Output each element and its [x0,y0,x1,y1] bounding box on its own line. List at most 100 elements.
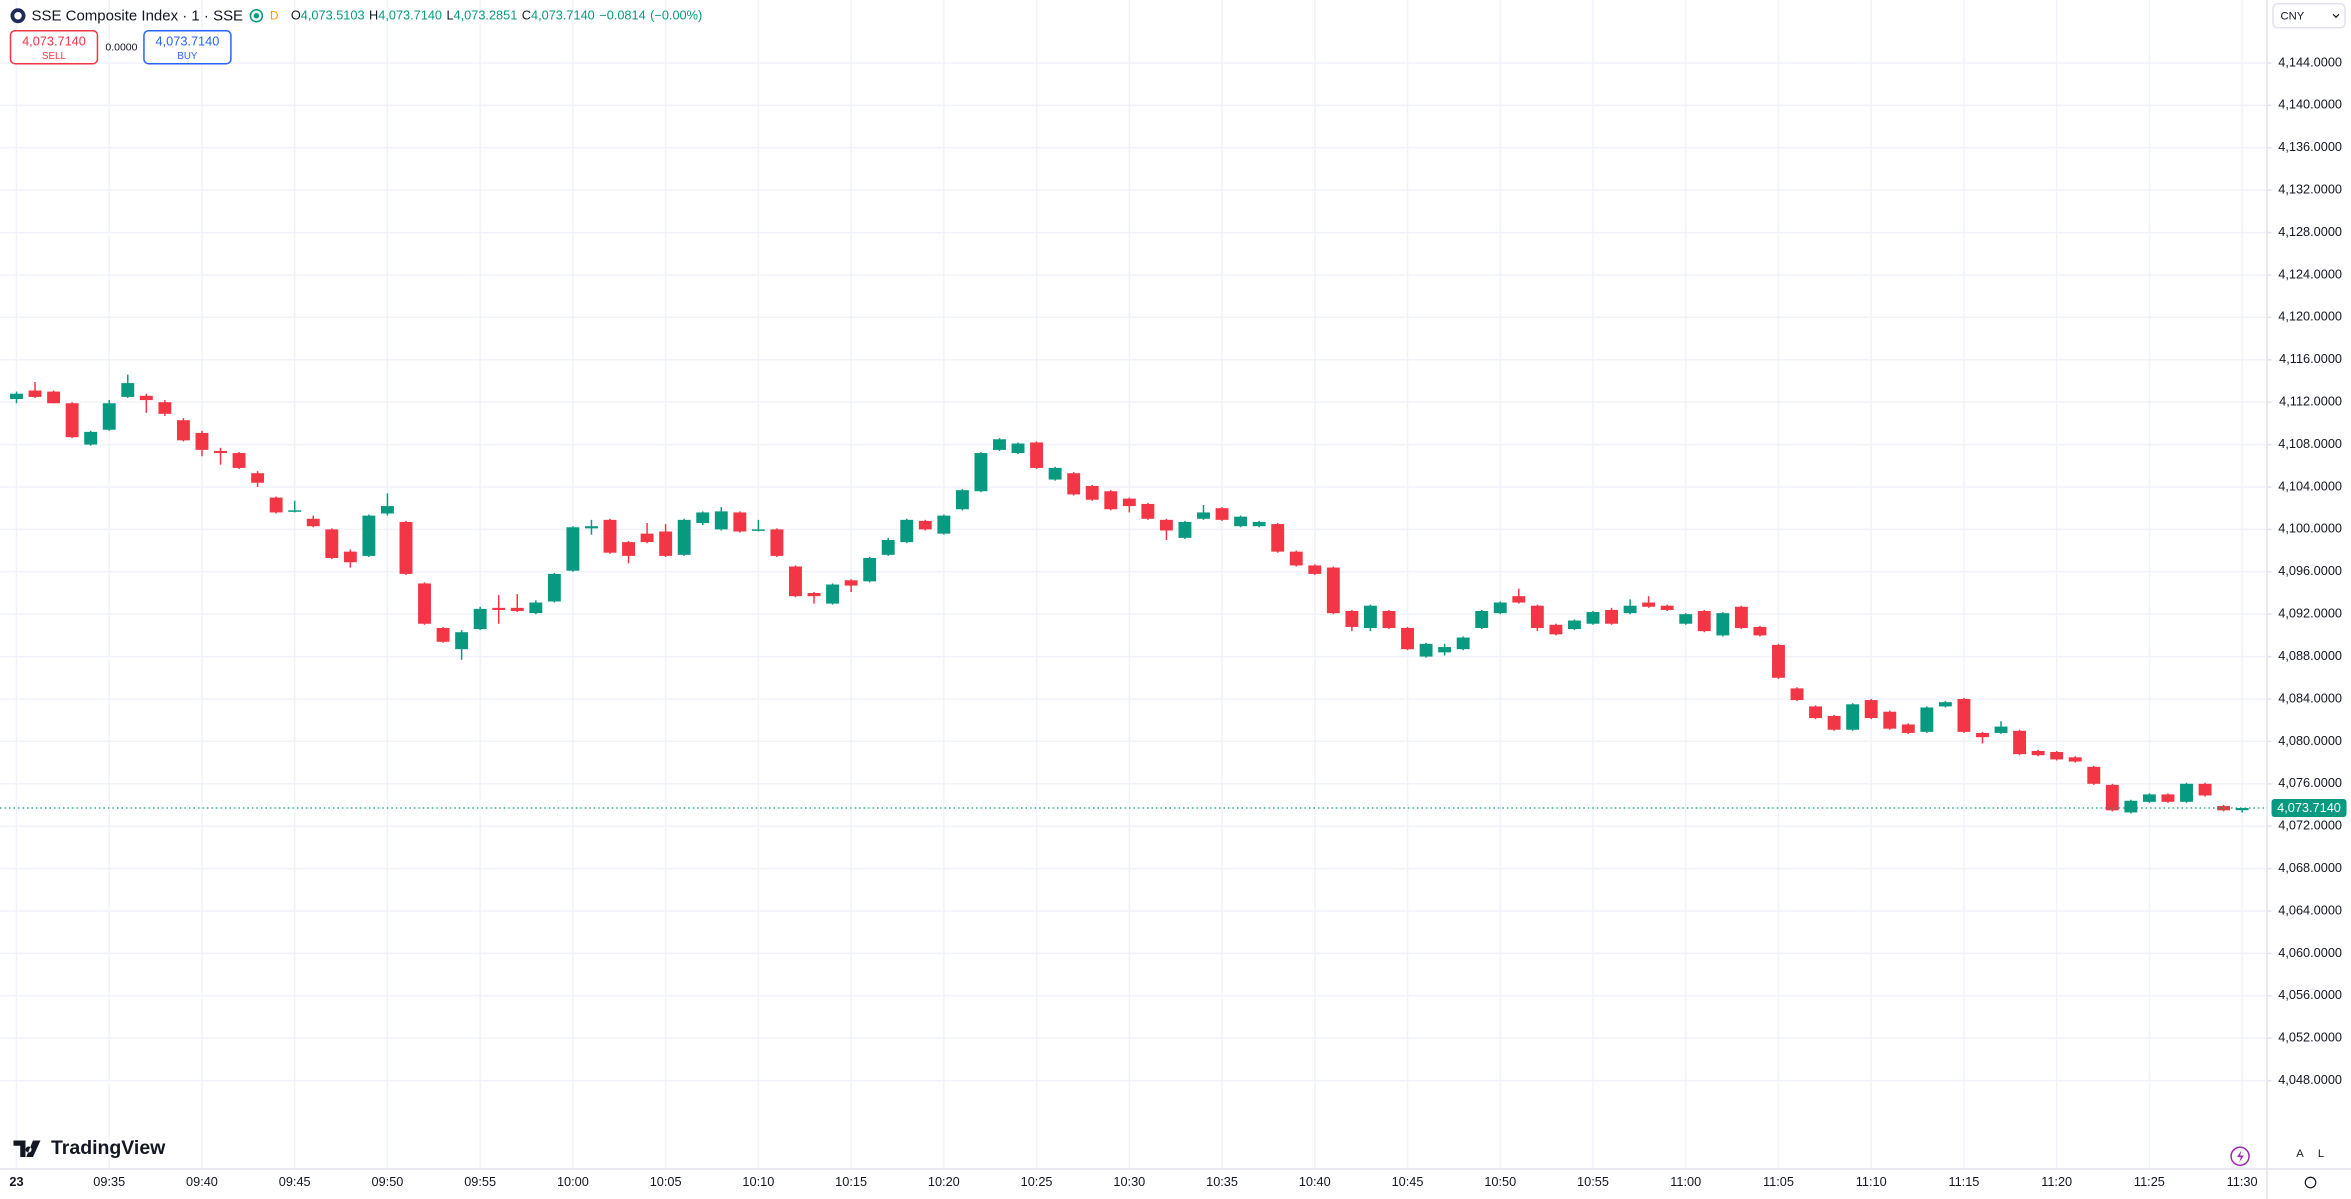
buy-price: 4,073.7140 [156,33,220,48]
candle-body [65,403,79,438]
delay-badge: D [270,9,279,23]
candle-body [2217,806,2231,811]
candle-body [1382,611,1396,628]
candle-body [195,432,209,450]
candle-body [1271,524,1285,552]
x-tick-label: 11:25 [2134,1174,2165,1189]
brand-name[interactable]: TradingView [51,1137,166,1159]
y-tick-label: 4,120.0000 [2278,309,2342,324]
candle-body [1289,551,1303,566]
auto-scale-button[interactable]: A [2296,1148,2304,1160]
symbol-title[interactable]: SSE Composite Index · 1 · SSE [31,7,243,24]
candle-body [751,529,765,531]
x-tick-label: 09:35 [93,1174,125,1189]
candle-body [492,607,506,610]
y-tick-label: 4,052.0000 [2278,1030,2342,1045]
candle-body [1122,498,1136,507]
grid-layer [0,0,2268,1170]
candle-body [1475,611,1489,628]
o-value: 4,073.5103 [301,8,365,23]
candle-body [1938,702,1952,707]
y-tick-label: 4,128.0000 [2278,224,2342,239]
candle-body [1308,565,1322,574]
y-tick-label: 4,116.0000 [2279,351,2342,366]
candle-body [1568,620,1581,630]
candle-body [176,420,190,441]
x-tick-label: 23 [9,1174,23,1189]
x-tick-label: 10:10 [742,1174,774,1189]
x-tick-label: 09:40 [186,1174,218,1189]
log-scale-button[interactable]: L [2318,1148,2324,1160]
candle-body [1753,626,1767,636]
l-value: 4,073.2851 [454,8,518,23]
currency-button[interactable] [2272,2,2346,29]
sell-price: 4,073.7140 [22,33,86,48]
change: −0.0814 [599,8,645,23]
candle-body [603,519,617,553]
x-tick-label: 10:00 [557,1174,589,1189]
candle-body [881,539,895,555]
o-label: O [291,8,301,23]
candle-body [640,533,654,543]
x-tick-label: 09:50 [371,1174,403,1189]
candle-body [2198,783,2212,796]
candle-body [47,391,61,404]
settings-button[interactable] [2304,1176,2317,1189]
x-tick-label: 10:40 [1299,1174,1331,1189]
candle-body [2050,752,2064,760]
candle-body [1104,491,1118,510]
candle-body [343,551,357,563]
candle-body [455,632,469,650]
candle-body [306,518,320,527]
y-tick-label: 4,060.0000 [2278,945,2342,960]
y-tick-label: 4,096.0000 [2278,563,2342,578]
y-tick-label: 4,076.0000 [2278,775,2342,790]
buy-button[interactable] [143,29,232,65]
currency: CNY [2281,10,2305,22]
candle-body [2124,800,2138,813]
symbol-icon-inner [14,11,22,20]
candle-body [937,515,951,534]
candle-body [1642,602,1656,607]
candle-body [1605,609,1618,624]
candle-body [547,573,561,602]
candle-body [1363,605,1377,628]
x-tick-label: 10:15 [835,1174,867,1189]
x-tick-label: 11:30 [2227,1174,2258,1189]
y-tick-label: 4,136.0000 [2278,139,2342,154]
candle-body [1976,732,1989,738]
candle-body [1827,715,1841,730]
y-tick-label: 4,084.0000 [2278,690,2342,705]
sell-button[interactable] [9,29,99,65]
candle-body [1623,605,1637,614]
candle-body [733,512,747,532]
candle-body [2142,794,2156,802]
candle-body [1957,698,1971,732]
candle-body [1141,503,1155,519]
currency-caret [2332,13,2340,19]
y-tick-label: 4,056.0000 [2278,987,2342,1002]
last-price-label: 4,073.7140 [2277,800,2341,815]
x-tick-label: 10:45 [1392,1174,1424,1189]
alert-button[interactable] [2230,1146,2250,1167]
candle-body [121,383,135,397]
y-tick-label: 4,088.0000 [2278,648,2342,663]
candle-body [1456,637,1470,650]
candle-body [1252,521,1266,527]
candle-body [1920,707,1934,732]
candle-body [529,602,543,614]
candle-body [1419,643,1433,657]
y-tick-label: 4,068.0000 [2278,860,2342,875]
candle-body [770,529,784,556]
candle-body [1085,485,1099,500]
alert-icon [2237,1150,2244,1163]
last-price-badge [2271,799,2347,818]
l-label: L [446,8,453,23]
x-tick-label: 10:05 [650,1174,682,1189]
candle-body [1549,624,1563,635]
candle-body [1716,613,1730,636]
candle-body [1493,602,1507,614]
x-tick-label: 09:45 [279,1174,311,1189]
candle-body [380,506,394,514]
